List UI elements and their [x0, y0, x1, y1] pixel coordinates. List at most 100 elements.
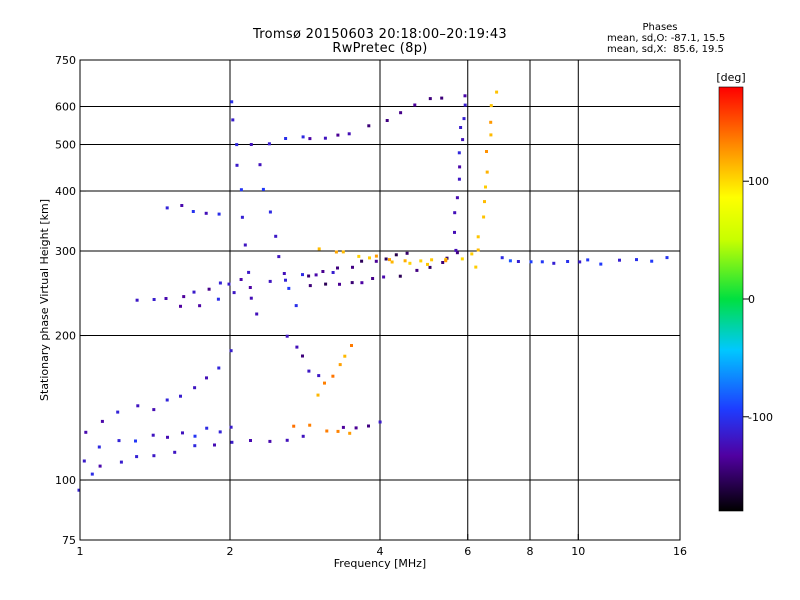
- data-point: [360, 259, 364, 263]
- data-point: [430, 258, 434, 262]
- data-point: [441, 261, 445, 264]
- phase-stats-heading: Phases: [642, 22, 678, 33]
- data-point: [218, 430, 222, 434]
- data-point: [419, 259, 423, 263]
- data-point: [248, 286, 252, 289]
- data-point: [134, 439, 137, 443]
- chart-title: Tromsø 20150603 20:18:00–20:19:43: [252, 27, 508, 42]
- data-points: [77, 90, 669, 492]
- data-point: [484, 185, 487, 189]
- data-point: [307, 274, 311, 278]
- data-point: [295, 345, 299, 349]
- y-tick-label: 100: [55, 474, 76, 487]
- data-point: [457, 177, 461, 181]
- chart-subtitle: RwPretec (8p): [332, 41, 428, 56]
- data-point: [308, 137, 312, 141]
- data-point: [489, 104, 493, 108]
- data-point: [193, 444, 197, 448]
- data-point: [136, 404, 140, 408]
- data-point: [255, 312, 259, 316]
- data-point: [485, 170, 489, 174]
- data-point: [249, 143, 253, 146]
- colorbar-gradient: [718, 86, 744, 512]
- data-point: [426, 262, 429, 266]
- data-point: [415, 268, 419, 272]
- data-point: [135, 298, 139, 302]
- data-point: [308, 423, 312, 427]
- data-point: [599, 262, 603, 266]
- data-point: [301, 135, 305, 139]
- data-point: [317, 374, 321, 378]
- data-point: [181, 431, 184, 435]
- colorbar-tick-label: 100: [748, 175, 769, 188]
- data-point: [485, 150, 488, 153]
- data-point: [204, 211, 208, 215]
- data-point: [218, 281, 222, 285]
- data-point: [152, 298, 156, 301]
- x-tick-label: 2: [227, 545, 234, 558]
- data-point: [82, 459, 86, 463]
- data-point: [371, 277, 375, 280]
- data-point: [336, 133, 340, 137]
- y-tick-label: 300: [55, 245, 76, 258]
- data-point: [457, 151, 461, 155]
- data-point: [405, 251, 409, 255]
- data-point: [552, 261, 556, 265]
- y-axis-title: Stationary phase Virtual Height [km]: [38, 199, 51, 401]
- data-point: [367, 124, 371, 128]
- data-point: [350, 344, 353, 347]
- data-point: [116, 410, 120, 414]
- data-point: [227, 282, 231, 286]
- data-point: [307, 369, 311, 373]
- x-axis: 1 2 4 6 8 10 16: [77, 534, 687, 558]
- data-point: [284, 278, 287, 282]
- data-point: [205, 426, 209, 430]
- colorbar-ticks: 100 0 -100: [743, 175, 773, 424]
- data-point: [495, 90, 499, 94]
- data-point: [367, 424, 370, 428]
- data-point: [388, 258, 391, 262]
- data-point: [444, 259, 448, 263]
- colorbar: [deg] 100 0 -100: [716, 71, 773, 512]
- data-point: [179, 394, 182, 398]
- data-point: [324, 282, 328, 286]
- data-point: [650, 259, 654, 263]
- data-point: [348, 431, 352, 435]
- data-point: [399, 111, 403, 115]
- data-point: [483, 200, 486, 204]
- data-point: [489, 120, 493, 124]
- data-point: [455, 196, 459, 200]
- data-point: [635, 258, 638, 262]
- data-point: [360, 281, 364, 285]
- data-point: [182, 295, 186, 299]
- data-point: [97, 445, 101, 449]
- y-tick-label: 500: [55, 139, 76, 152]
- data-point: [152, 408, 156, 412]
- data-point: [292, 424, 296, 428]
- x-tick-label: 10: [571, 545, 585, 558]
- data-point: [193, 386, 197, 390]
- data-point: [173, 450, 177, 454]
- data-point: [455, 251, 459, 255]
- data-point: [117, 439, 121, 443]
- data-point: [284, 137, 288, 140]
- data-point: [357, 254, 361, 258]
- data-point: [334, 250, 338, 254]
- y-tick-label: 75: [62, 534, 76, 547]
- phase-stats-o: mean, sd,O: -87.1, 15.5: [607, 33, 726, 44]
- data-point: [217, 366, 221, 370]
- data-point: [403, 259, 407, 263]
- data-point: [351, 265, 354, 269]
- data-point: [323, 136, 327, 140]
- data-point: [205, 376, 208, 380]
- data-point: [500, 256, 504, 260]
- data-point: [165, 398, 169, 402]
- data-point: [408, 261, 412, 265]
- y-tick-label: 200: [55, 330, 76, 343]
- data-point: [476, 235, 480, 239]
- data-point: [301, 434, 305, 438]
- data-point: [268, 210, 272, 214]
- data-point: [463, 103, 467, 107]
- colorbar-tick-label: -100: [748, 411, 773, 424]
- data-point: [529, 260, 533, 264]
